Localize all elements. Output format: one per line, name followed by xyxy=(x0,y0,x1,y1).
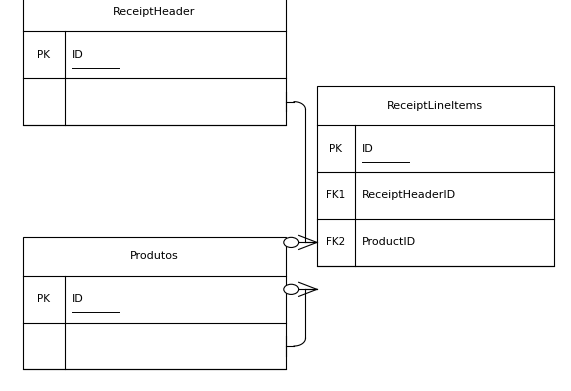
Circle shape xyxy=(284,284,299,294)
Bar xyxy=(317,86,554,266)
Text: PK: PK xyxy=(37,50,50,60)
Text: PK: PK xyxy=(329,143,343,154)
Text: Produtos: Produtos xyxy=(130,251,179,261)
Bar xyxy=(23,237,286,369)
Text: ReceiptLineItems: ReceiptLineItems xyxy=(387,100,484,111)
Text: ReceiptHeaderID: ReceiptHeaderID xyxy=(361,190,456,201)
Text: ReceiptHeader: ReceiptHeader xyxy=(113,7,195,17)
Circle shape xyxy=(284,237,299,248)
Text: ID: ID xyxy=(72,294,83,304)
Bar xyxy=(23,0,286,125)
Text: FK1: FK1 xyxy=(326,190,345,201)
Text: PK: PK xyxy=(37,294,50,304)
Text: ID: ID xyxy=(361,143,373,154)
Text: ID: ID xyxy=(72,50,83,60)
Text: FK2: FK2 xyxy=(326,237,345,248)
Text: ProductID: ProductID xyxy=(361,237,416,248)
